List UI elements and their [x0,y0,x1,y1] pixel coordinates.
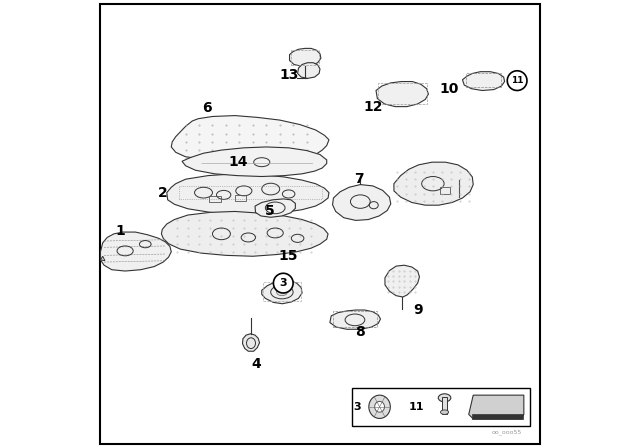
Ellipse shape [276,289,287,296]
Text: 5: 5 [265,203,275,218]
Polygon shape [100,256,105,261]
Circle shape [508,71,527,90]
Text: 3: 3 [353,402,361,412]
Text: 12: 12 [363,99,383,114]
Ellipse shape [440,410,449,414]
Polygon shape [172,116,329,162]
Polygon shape [298,63,320,78]
Text: 11: 11 [409,402,424,412]
Polygon shape [167,174,329,214]
Text: 15: 15 [278,249,298,263]
Text: 11: 11 [511,76,524,85]
Text: 2: 2 [157,185,167,200]
FancyBboxPatch shape [100,4,540,444]
Polygon shape [182,147,327,177]
Polygon shape [385,265,419,297]
Polygon shape [376,82,428,107]
Text: oo_ooo55: oo_ooo55 [492,429,522,435]
Polygon shape [472,414,523,419]
Ellipse shape [438,394,451,402]
Ellipse shape [374,401,385,412]
Polygon shape [468,395,524,419]
Polygon shape [161,211,328,256]
Text: 6: 6 [202,100,212,115]
Polygon shape [100,232,172,271]
Polygon shape [262,280,302,304]
Polygon shape [243,334,260,351]
Ellipse shape [369,395,390,418]
Text: 8: 8 [355,325,365,340]
Text: 3: 3 [280,278,287,288]
Polygon shape [463,72,504,90]
FancyBboxPatch shape [442,397,447,414]
Text: 14: 14 [228,155,248,169]
Polygon shape [330,310,380,329]
Polygon shape [333,185,391,220]
Polygon shape [289,48,321,66]
Text: 4: 4 [252,357,261,371]
Text: 9: 9 [413,303,422,317]
Text: 13: 13 [280,68,300,82]
Text: 7: 7 [355,172,364,186]
FancyBboxPatch shape [352,388,530,426]
Text: 10: 10 [439,82,459,96]
Text: 1: 1 [116,224,125,238]
Circle shape [273,273,293,293]
Polygon shape [394,162,473,205]
Polygon shape [255,199,296,217]
